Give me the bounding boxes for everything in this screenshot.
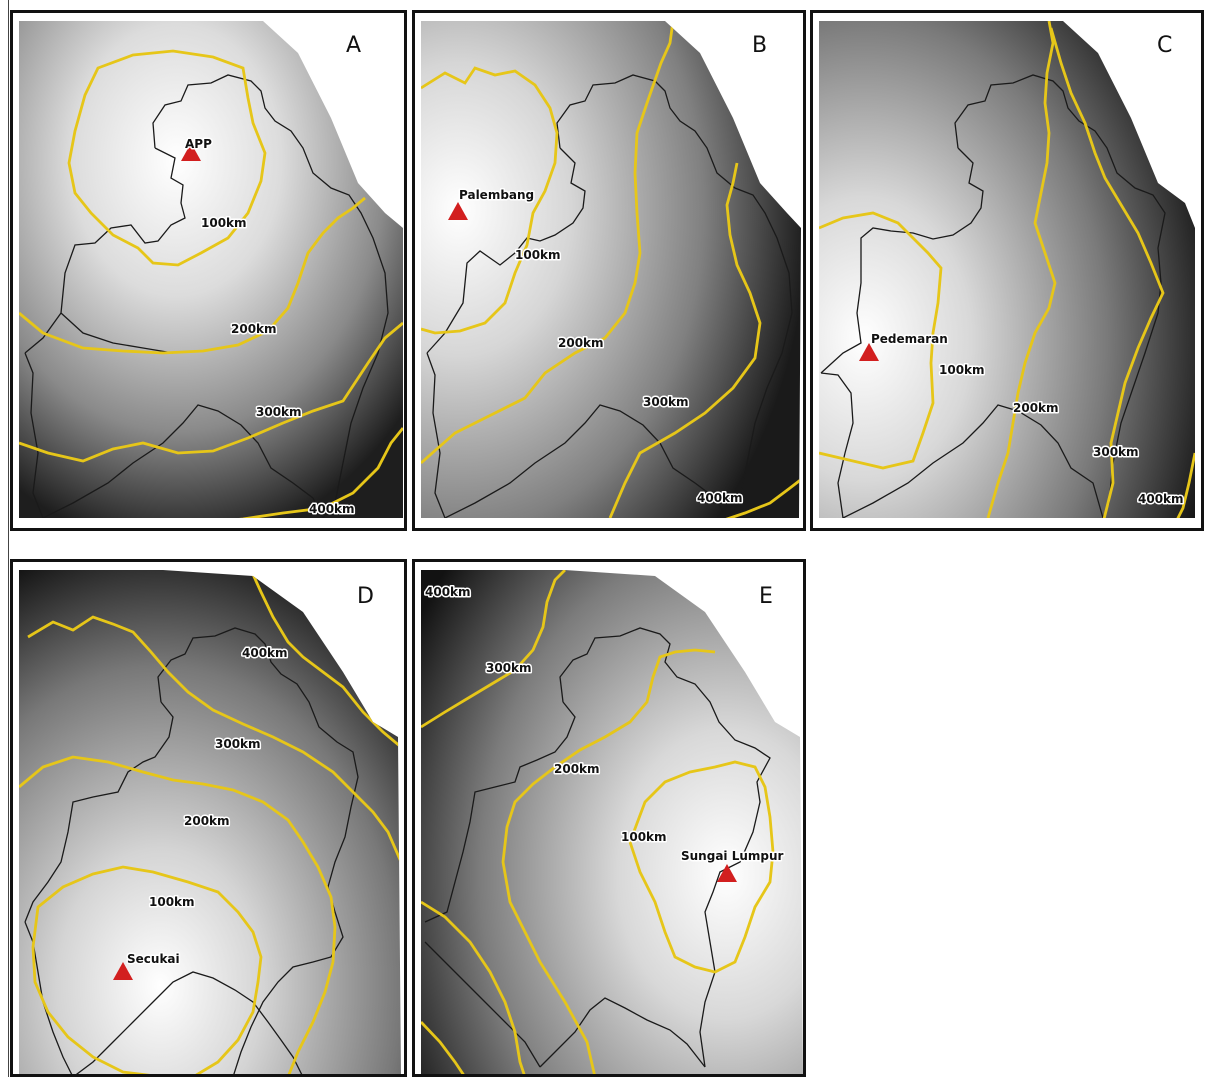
panel-letter: A — [346, 33, 362, 58]
map-panel-a: APP 100km 200km 300km 400km A — [10, 10, 407, 531]
site-marker-icon — [113, 962, 133, 980]
range-ring-300km — [608, 162, 762, 518]
panel-letter: D — [357, 584, 374, 609]
range-ring-200km — [421, 21, 675, 465]
figure-left-rule — [8, 0, 9, 1077]
site-marker-icon — [448, 202, 468, 220]
landmass-shape — [421, 570, 803, 1074]
ring-label-100km: 100km — [515, 248, 561, 262]
ring-label-400km: 400km — [1138, 492, 1184, 506]
panel-letter: B — [752, 33, 768, 58]
range-ring-100km — [628, 760, 775, 974]
map-c-canvas: Pedemaran 100km 200km 300km 400km — [819, 21, 1195, 518]
ring-label-200km: 200km — [1013, 401, 1059, 415]
map-panel-d: Secukai 100km 200km 300km 400km D — [10, 559, 407, 1077]
ring-label-300km: 300km — [486, 661, 532, 675]
range-ring-100km — [67, 49, 267, 267]
boundary-line — [424, 627, 771, 1068]
range-ring-300km — [19, 321, 403, 463]
range-ring-400km — [1171, 452, 1195, 518]
map-panel-e: Sungai Lumpur 100km 200km 300km 400km E — [412, 559, 806, 1077]
site-marker-icon — [181, 143, 201, 161]
range-ring-200km — [986, 21, 1057, 518]
range-ring-400km — [714, 476, 801, 518]
range-ring-300km — [421, 900, 527, 1074]
site-label: Sungai Lumpur — [681, 849, 784, 863]
boundary-line — [842, 404, 1104, 518]
map-d-canvas: Secukai 100km 200km 300km 400km — [19, 570, 401, 1074]
map-panel-c: Pedemaran 100km 200km 300km 400km C — [810, 10, 1204, 531]
site-label: Pedemaran — [871, 332, 948, 346]
ring-label-100km: 100km — [939, 363, 985, 377]
map-panel-b: Palembang 100km 200km 300km 400km B — [412, 10, 806, 531]
landmass-shape — [19, 21, 403, 518]
site-label: Secukai — [127, 952, 180, 966]
ring-label-200km: 200km — [558, 336, 604, 350]
ring-label-300km: 300km — [1093, 445, 1139, 459]
landmass-shape — [819, 21, 1195, 518]
ring-label-400km: 400km — [425, 585, 471, 599]
ring-label-200km: 200km — [231, 322, 277, 336]
range-ring-100km — [421, 66, 559, 335]
boundary-line — [72, 971, 304, 1074]
boundary-line — [42, 404, 324, 518]
ring-label-400km: 400km — [697, 491, 743, 505]
panel-letter: C — [1157, 33, 1173, 58]
range-ring-400km — [421, 1021, 467, 1074]
site-label: APP — [185, 137, 212, 151]
ring-label-200km: 200km — [554, 762, 600, 776]
ring-label-100km: 100km — [621, 830, 667, 844]
boundary-line — [820, 74, 1166, 518]
boundary-line — [424, 941, 706, 1068]
site-marker-icon — [859, 343, 879, 361]
range-ring-200km — [19, 755, 337, 1074]
panel-letter: E — [759, 584, 773, 609]
range-ring-200km — [19, 196, 366, 355]
ring-label-100km: 100km — [201, 216, 247, 230]
map-a-canvas: APP 100km 200km 300km 400km — [19, 21, 403, 518]
ring-label-300km: 300km — [643, 395, 689, 409]
range-ring-200km — [501, 648, 716, 1074]
site-label: Palembang — [459, 188, 534, 202]
boundary-line — [444, 404, 728, 518]
ring-label-400km: 400km — [309, 502, 355, 516]
map-b-canvas: Palembang 100km 200km 300km 400km — [421, 21, 801, 518]
site-marker-icon — [717, 864, 737, 882]
ring-label-100km: 100km — [149, 895, 195, 909]
landmass-shape — [421, 21, 801, 518]
ring-label-300km: 300km — [256, 405, 302, 419]
range-ring-400km — [202, 427, 403, 518]
ring-label-300km: 300km — [215, 737, 261, 751]
range-ring-100km — [31, 865, 263, 1074]
range-ring-300km — [421, 570, 566, 729]
map-e-canvas: Sungai Lumpur 100km 200km 300km 400km — [421, 570, 803, 1074]
boundary-line — [24, 74, 389, 518]
ring-label-200km: 200km — [184, 814, 230, 828]
range-ring-100km — [819, 211, 943, 470]
ring-label-400km: 400km — [242, 646, 288, 660]
range-ring-300km — [27, 615, 401, 863]
range-ring-400km — [249, 570, 401, 749]
range-ring-300km — [1049, 27, 1165, 518]
